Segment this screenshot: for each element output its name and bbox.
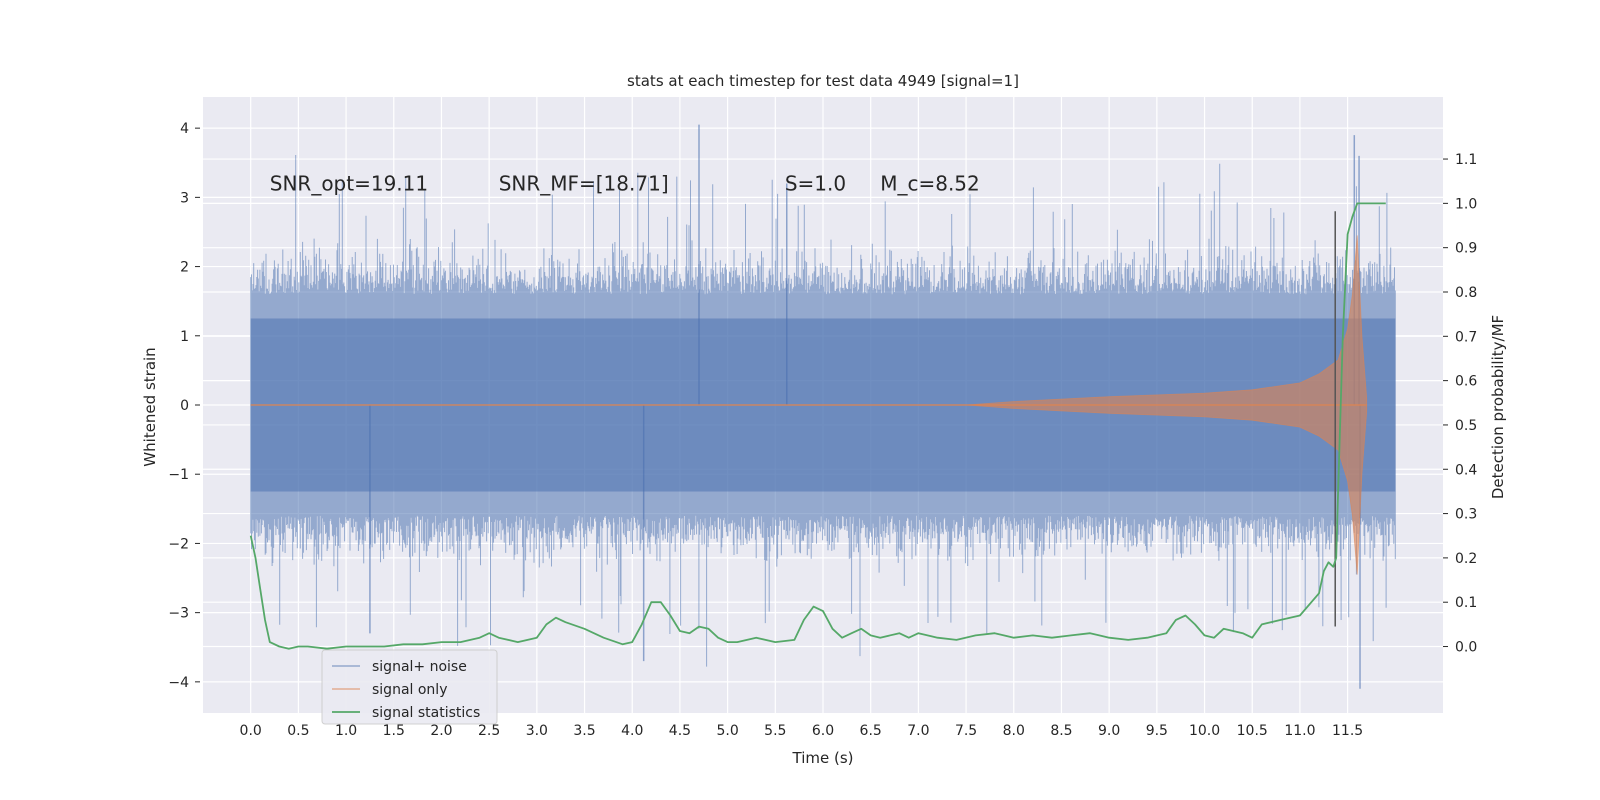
x-axis-label: Time (s) — [792, 749, 854, 767]
series-layer — [249, 124, 1396, 689]
x-tick-label: 10.5 — [1237, 723, 1268, 739]
x-tick-label: 3.5 — [573, 723, 595, 739]
x-tick-label: 9.5 — [1146, 723, 1168, 739]
y-right-tick-label: 0.4 — [1455, 462, 1477, 478]
y-tick-label: −4 — [168, 675, 189, 691]
y-axis-label: Whitened strain — [141, 347, 159, 466]
chart-title: stats at each timestep for test data 494… — [627, 72, 1019, 90]
x-axis: 0.0 0.5 1.0 1.5 2.0 2.5 3.0 3.5 4.0 4.5 5.0 5.5 6.0 6… — [240, 723, 1364, 739]
y-right-tick-label: 1.1 — [1455, 152, 1477, 168]
y-tick-label: 3 — [180, 190, 189, 206]
y-right-tick-label: 0.9 — [1455, 241, 1477, 257]
x-tick-label: 1.0 — [335, 723, 357, 739]
y-axis-left: 4 3 2 1 0 −1 −2 −3 −4 — [168, 121, 200, 691]
x-tick-label: 4.5 — [669, 723, 691, 739]
series-signal-statistics — [249, 202, 1386, 650]
x-tick-label: 7.5 — [955, 723, 977, 739]
x-tick-label: 8.0 — [1003, 723, 1025, 739]
legend-label-noise: signal+ noise — [372, 659, 467, 675]
y-right-tick-label: 0.7 — [1455, 329, 1477, 345]
y-axis-right: 1.1 1.0 0.9 0.8 0.7 0.6 0.5 0.4 0.3 0.2 0.1 0.0 — [1443, 152, 1477, 656]
y-tick-label: 4 — [180, 121, 189, 137]
annotations: SNR_opt=19.11 SNR_MF=[18.71] S=1.0 M_c=8.52 — [270, 172, 980, 196]
x-tick-label: 2.0 — [430, 723, 452, 739]
y-tick-label: 1 — [180, 329, 189, 345]
y-tick-label: 0 — [180, 398, 189, 414]
series-signal-only — [250, 235, 1368, 575]
x-tick-label: 11.0 — [1284, 723, 1315, 739]
x-tick-label: 11.5 — [1332, 723, 1363, 739]
x-tick-label: 1.5 — [383, 723, 405, 739]
x-tick-label: 4.0 — [621, 723, 643, 739]
legend-box — [321, 649, 498, 725]
y-tick-label: 2 — [180, 260, 189, 276]
legend-label-signal: signal only — [372, 682, 447, 698]
annotation-text: M_c=8.52 — [880, 172, 980, 196]
x-tick-label: 0.5 — [287, 723, 309, 739]
y-right-tick-label: 0.8 — [1455, 285, 1477, 301]
annotation-text: SNR_opt=19.11 — [270, 172, 428, 196]
x-tick-label: 7.0 — [907, 723, 929, 739]
annotation-text: S=1.0 — [785, 172, 846, 196]
legend: signal+ noise signal only signal statist… — [321, 649, 498, 725]
x-tick-label: 6.5 — [860, 723, 882, 739]
y-right-tick-label: 0.3 — [1455, 507, 1477, 523]
x-tick-label: 2.5 — [478, 723, 500, 739]
y-right-tick-label: 0.6 — [1455, 374, 1477, 390]
x-tick-label: 9.0 — [1098, 723, 1120, 739]
legend-label-stats: signal statistics — [372, 705, 480, 721]
x-tick-label: 3.0 — [526, 723, 548, 739]
x-tick-label: 0.0 — [240, 723, 262, 739]
y-right-tick-label: 0.5 — [1455, 418, 1477, 434]
y-tick-label: −3 — [168, 606, 189, 622]
x-tick-label: 10.0 — [1189, 723, 1220, 739]
y-right-tick-label: 0.0 — [1455, 640, 1477, 656]
y-right-tick-label: 0.1 — [1455, 595, 1477, 611]
x-tick-label: 5.0 — [716, 723, 738, 739]
y-tick-label: −1 — [168, 467, 189, 483]
y-tick-label: −2 — [168, 536, 189, 552]
y-axis-right-label: Detection probability/MF — [1489, 315, 1507, 499]
x-tick-label: 8.5 — [1050, 723, 1072, 739]
y-right-tick-label: 1.0 — [1455, 196, 1477, 212]
y-right-tick-label: 0.2 — [1455, 551, 1477, 567]
x-tick-label: 6.0 — [812, 723, 834, 739]
annotation-text: SNR_MF=[18.71] — [499, 172, 669, 196]
x-tick-label: 5.5 — [764, 723, 786, 739]
